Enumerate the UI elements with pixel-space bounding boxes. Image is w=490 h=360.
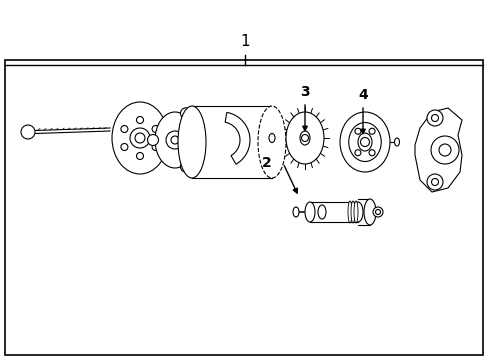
Circle shape [369,128,375,134]
Ellipse shape [394,138,399,146]
Ellipse shape [112,102,168,174]
Circle shape [432,114,439,122]
Circle shape [152,144,159,150]
Circle shape [135,133,145,143]
Text: 1: 1 [240,35,250,49]
Circle shape [152,126,159,132]
Circle shape [180,108,192,119]
Circle shape [375,210,381,215]
Ellipse shape [258,106,286,178]
Circle shape [121,126,128,132]
Circle shape [137,117,144,123]
Circle shape [373,207,383,217]
Circle shape [137,153,144,159]
Bar [5,60,483,355]
Circle shape [431,136,459,164]
Circle shape [355,150,361,156]
Ellipse shape [178,106,206,178]
Text: 3: 3 [300,85,310,99]
Ellipse shape [340,112,390,172]
Text: 2: 2 [262,156,272,170]
Circle shape [166,131,184,149]
Wedge shape [225,112,250,164]
Circle shape [427,110,443,126]
Ellipse shape [353,202,363,222]
Ellipse shape [349,122,381,162]
Ellipse shape [351,201,355,223]
Ellipse shape [318,205,326,219]
Ellipse shape [269,134,275,143]
Ellipse shape [305,202,315,222]
Circle shape [180,161,192,172]
Circle shape [369,150,375,156]
Circle shape [171,136,179,144]
Ellipse shape [286,112,324,164]
Circle shape [432,179,439,185]
Circle shape [147,135,158,145]
Ellipse shape [354,201,358,223]
Ellipse shape [155,112,195,168]
Circle shape [130,128,150,148]
Circle shape [361,138,369,147]
Ellipse shape [358,133,372,151]
Ellipse shape [364,199,376,225]
Circle shape [427,174,443,190]
Text: 4: 4 [358,88,368,102]
Circle shape [301,135,309,141]
Circle shape [439,144,451,156]
Polygon shape [415,108,462,192]
Circle shape [21,125,35,139]
Circle shape [355,128,361,134]
Ellipse shape [293,207,299,217]
Circle shape [121,144,128,150]
Ellipse shape [348,201,352,223]
Ellipse shape [300,131,310,145]
